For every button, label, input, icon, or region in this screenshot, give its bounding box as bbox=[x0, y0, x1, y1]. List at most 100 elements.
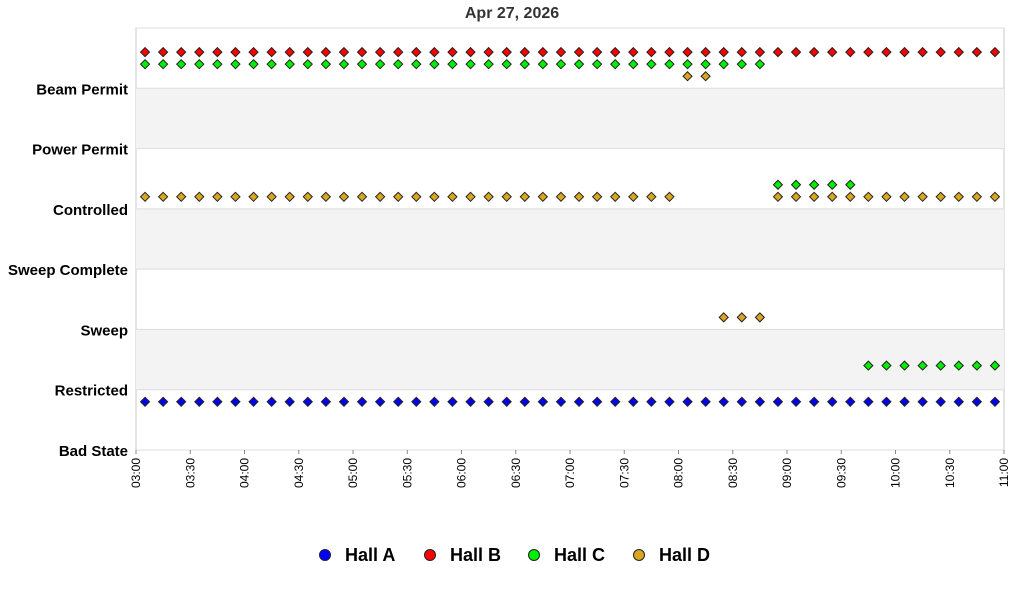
data-point bbox=[501, 191, 512, 203]
data-point bbox=[447, 46, 458, 58]
data-point bbox=[429, 46, 440, 58]
data-point bbox=[863, 46, 874, 58]
data-point bbox=[754, 396, 766, 407]
data-point bbox=[917, 396, 928, 407]
data-point bbox=[772, 396, 784, 407]
data-point bbox=[447, 191, 458, 203]
x-tick-label: 04:30 bbox=[292, 458, 306, 488]
x-tick-label: 07:00 bbox=[563, 458, 577, 488]
data-point bbox=[194, 46, 205, 58]
data-point bbox=[212, 396, 223, 407]
data-point bbox=[555, 191, 567, 203]
legend-item[interactable]: Hall A bbox=[319, 545, 396, 565]
data-point bbox=[266, 191, 277, 203]
data-point bbox=[646, 46, 657, 58]
data-point bbox=[429, 191, 440, 203]
x-tick-label: 08:30 bbox=[726, 458, 740, 488]
data-point bbox=[338, 396, 350, 407]
data-point bbox=[393, 396, 404, 407]
y-tick-label: Restricted bbox=[55, 383, 128, 400]
legend-marker bbox=[633, 549, 645, 561]
data-point bbox=[917, 191, 928, 203]
data-point bbox=[917, 46, 928, 58]
data-point bbox=[953, 360, 964, 371]
data-point bbox=[374, 396, 386, 407]
data-point bbox=[899, 191, 910, 203]
data-point bbox=[591, 46, 603, 58]
data-point bbox=[718, 58, 729, 70]
data-point bbox=[194, 396, 205, 407]
data-point bbox=[718, 312, 729, 323]
data-point bbox=[790, 396, 802, 407]
data-point bbox=[374, 46, 386, 58]
data-point bbox=[465, 58, 476, 70]
plot-bands bbox=[135, 27, 1005, 451]
data-point bbox=[664, 396, 675, 407]
data-point bbox=[411, 46, 422, 58]
data-point bbox=[646, 396, 657, 407]
data-point bbox=[411, 191, 422, 203]
data-point bbox=[808, 191, 820, 203]
data-point bbox=[827, 191, 838, 203]
data-point bbox=[176, 58, 187, 70]
data-point bbox=[772, 179, 784, 190]
data-point bbox=[881, 396, 892, 407]
data-point bbox=[139, 396, 151, 407]
data-point bbox=[899, 396, 910, 407]
y-tick-label: Bad State bbox=[59, 443, 128, 460]
legend-item[interactable]: Hall D bbox=[633, 545, 711, 565]
data-points bbox=[139, 46, 1001, 407]
data-point bbox=[591, 58, 603, 70]
legend-label: Hall A bbox=[345, 545, 395, 565]
gridlines bbox=[136, 27, 1004, 451]
data-point bbox=[682, 71, 693, 82]
data-point bbox=[935, 396, 946, 407]
data-point bbox=[664, 46, 675, 58]
legend-item[interactable]: Hall C bbox=[528, 545, 606, 565]
legend-item[interactable]: Hall B bbox=[424, 545, 502, 565]
data-point bbox=[465, 396, 476, 407]
data-point bbox=[230, 191, 241, 203]
data-point bbox=[230, 396, 241, 407]
data-point bbox=[284, 396, 295, 407]
data-point bbox=[139, 191, 151, 203]
data-point bbox=[519, 58, 530, 70]
data-point bbox=[845, 179, 856, 190]
data-point bbox=[628, 46, 639, 58]
data-point bbox=[320, 191, 332, 203]
data-point bbox=[212, 58, 223, 70]
x-axis-labels: 03:00 03:30 04:00 04:30 05:00 05:30 06:00 06:30… bbox=[129, 450, 1011, 488]
data-point bbox=[483, 58, 494, 70]
y-tick-label: Sweep Complete bbox=[8, 262, 128, 279]
x-tick-label: 03:30 bbox=[183, 458, 197, 488]
y-tick-label: Sweep bbox=[80, 322, 128, 339]
data-point bbox=[429, 58, 440, 70]
data-point bbox=[356, 58, 368, 70]
data-point bbox=[935, 191, 946, 203]
data-point bbox=[320, 396, 332, 407]
data-point bbox=[483, 396, 494, 407]
data-point bbox=[736, 312, 747, 323]
data-point bbox=[501, 396, 512, 407]
data-point bbox=[971, 396, 983, 407]
data-point bbox=[664, 58, 675, 70]
x-tick-label: 10:30 bbox=[943, 458, 957, 488]
data-point bbox=[628, 396, 639, 407]
y-tick-label: Beam Permit bbox=[36, 81, 128, 98]
legend[interactable]: Hall A Hall B Hall C Hall D bbox=[319, 545, 711, 565]
data-point bbox=[754, 58, 766, 70]
data-point bbox=[302, 58, 313, 70]
data-point bbox=[899, 360, 910, 371]
data-point bbox=[989, 396, 1001, 407]
data-point bbox=[519, 191, 530, 203]
legend-marker bbox=[319, 549, 331, 561]
data-point bbox=[718, 46, 729, 58]
data-point bbox=[266, 396, 277, 407]
x-tick-label: 05:00 bbox=[346, 458, 360, 488]
data-point bbox=[157, 58, 169, 70]
data-point bbox=[284, 46, 295, 58]
data-point bbox=[356, 191, 368, 203]
data-point bbox=[302, 396, 313, 407]
data-point bbox=[212, 46, 223, 58]
